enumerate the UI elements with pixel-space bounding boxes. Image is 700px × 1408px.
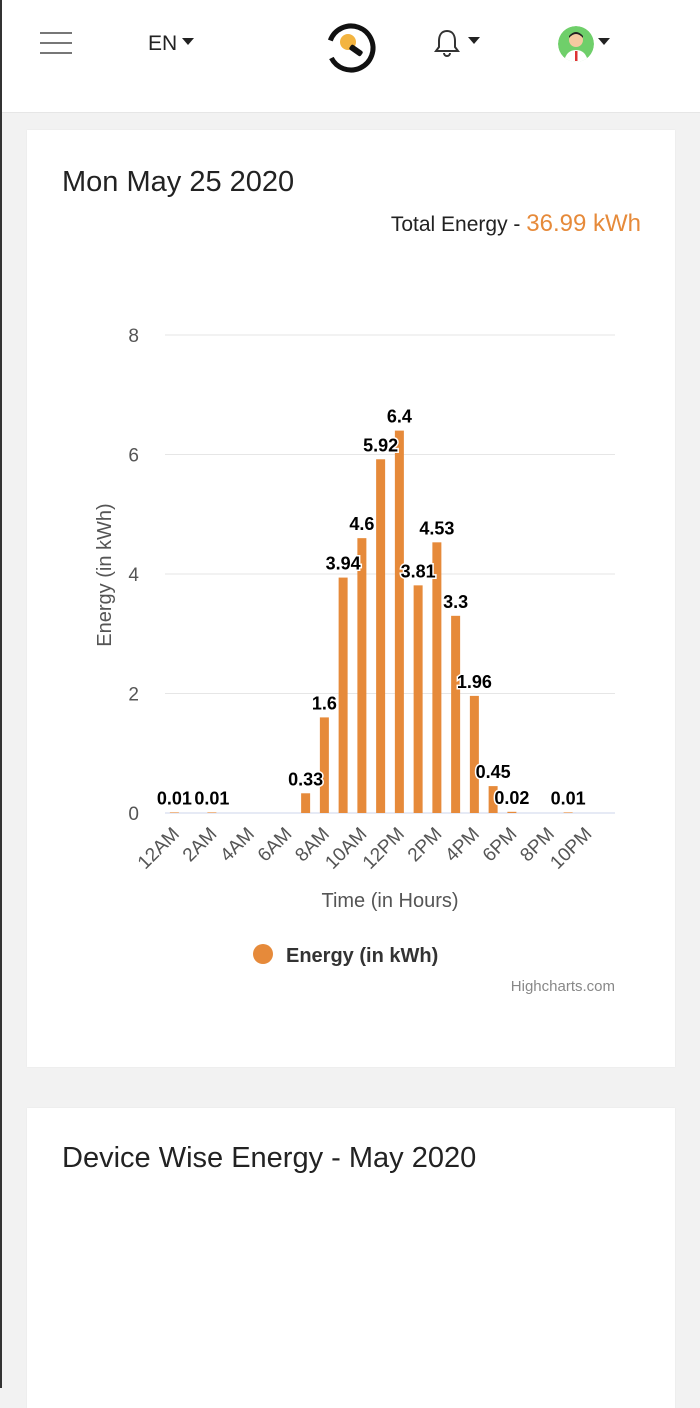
- y-tick-label: 2: [128, 685, 139, 706]
- bar-3PM[interactable]: [451, 615, 461, 813]
- bar-1PM[interactable]: [413, 585, 423, 813]
- data-label: 4.53: [419, 518, 454, 538]
- x-tick-label: 2PM: [404, 824, 446, 866]
- legend[interactable]: Energy (in kWh): [253, 944, 438, 967]
- x-tick-label: 4AM: [216, 824, 258, 866]
- bar-6PM[interactable]: [507, 811, 517, 813]
- caret-down-icon: [182, 37, 195, 45]
- notifications-dropdown[interactable]: [434, 28, 480, 58]
- data-label: 1.6: [312, 693, 337, 713]
- user-menu-dropdown[interactable]: [558, 26, 610, 62]
- bar-9PM[interactable]: [563, 812, 573, 813]
- caret-down-icon: [468, 36, 480, 44]
- legend-marker: [253, 944, 273, 964]
- chart-grid: [165, 334, 615, 814]
- language-label: EN: [148, 32, 178, 55]
- data-label: 5.92: [363, 435, 398, 455]
- y-axis-ticks: 0 2 4 6 8: [128, 326, 139, 825]
- bar-4PM[interactable]: [469, 695, 479, 813]
- bar-10AM[interactable]: [357, 538, 367, 813]
- bar-7AM[interactable]: [301, 793, 311, 813]
- data-label: 6.4: [387, 407, 412, 427]
- bar-12PM[interactable]: [394, 430, 404, 813]
- data-label: 0.01: [157, 788, 192, 808]
- x-tick-label: 10PM: [546, 824, 596, 874]
- daily-energy-card: Mon May 25 2020 Total Energy - 36.99 kWh…: [27, 130, 675, 1067]
- total-energy: Total Energy - 36.99 kWh: [391, 210, 641, 238]
- bar-12AM[interactable]: [169, 812, 179, 813]
- data-label: 0.45: [476, 762, 511, 782]
- y-tick-label: 0: [128, 804, 139, 825]
- device-energy-card: Device Wise Energy - May 2020: [27, 1108, 675, 1408]
- y-tick-label: 6: [128, 446, 139, 467]
- card-title: Device Wise Energy - May 2020: [62, 1142, 477, 1174]
- data-label: 0.01: [194, 788, 229, 808]
- bell-icon: [434, 29, 460, 57]
- x-tick-label: 10AM: [321, 824, 371, 874]
- legend-item-energy[interactable]: Energy (in kWh): [286, 945, 438, 967]
- bar-8AM[interactable]: [319, 717, 329, 813]
- bar-5PM[interactable]: [488, 786, 498, 813]
- data-labels: 0.01 0.010.331.63.944.65.926.43.814.533.3…: [155, 405, 587, 810]
- menu-icon[interactable]: [40, 32, 72, 54]
- y-tick-label: 8: [128, 326, 139, 347]
- total-energy-value: 36.99 kWh: [526, 210, 641, 237]
- data-label: 1.96: [457, 672, 492, 692]
- bar-2PM[interactable]: [432, 542, 442, 813]
- x-tick-label: 6AM: [254, 824, 296, 866]
- x-tick-label: 12AM: [134, 824, 184, 874]
- language-dropdown[interactable]: EN: [148, 32, 195, 56]
- x-tick-label: 2AM: [179, 824, 221, 866]
- app-logo[interactable]: [324, 20, 380, 76]
- avatar: [558, 26, 594, 62]
- data-label: 0.01: [551, 788, 586, 808]
- y-axis-title: Energy (in kWh): [94, 503, 116, 646]
- highcharts-credit-link[interactable]: Highcharts.com: [511, 978, 615, 995]
- caret-down-icon: [598, 37, 610, 45]
- card-title: Mon May 25 2020: [62, 166, 295, 198]
- y-tick-label: 4: [128, 565, 139, 586]
- data-label: 0.02: [494, 788, 529, 808]
- top-navbar: EN: [0, 0, 700, 113]
- bar-9AM[interactable]: [338, 577, 348, 813]
- data-label: 3.81: [401, 561, 436, 581]
- chart-bars: [169, 430, 573, 813]
- total-energy-label: Total Energy -: [390, 213, 527, 236]
- bar-11AM[interactable]: [376, 459, 386, 813]
- x-tick-label: 12PM: [359, 824, 409, 874]
- bar-2AM[interactable]: [207, 812, 217, 813]
- data-label: 0.33: [288, 769, 323, 789]
- x-tick-label: 4PM: [441, 824, 483, 866]
- x-axis-title: Time (in Hours): [321, 890, 458, 912]
- x-tick-label: 6PM: [479, 824, 521, 866]
- data-label: 3.94: [326, 554, 361, 574]
- data-label: 3.3: [443, 592, 468, 612]
- data-label: 4.6: [349, 514, 374, 534]
- window-edge: [0, 0, 2, 1388]
